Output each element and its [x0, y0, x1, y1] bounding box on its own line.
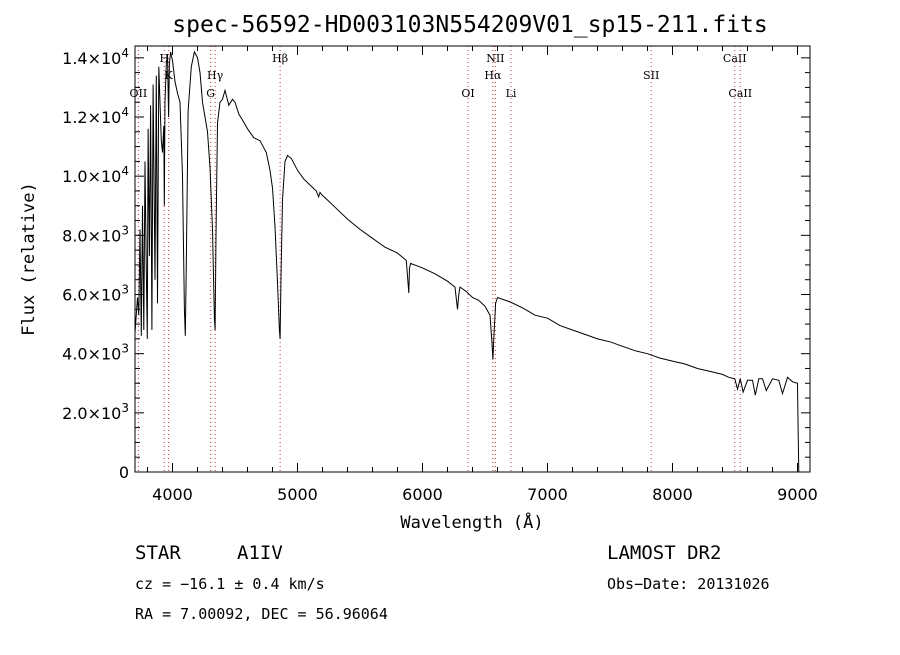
spectral-line-label-5: Hβ — [272, 52, 288, 65]
plot-frame — [134, 45, 811, 473]
y-tick-label-6: 1.2×104 — [62, 105, 129, 127]
spectral-line-label-1: H — [159, 52, 169, 65]
axes: 4000 5000 6000 7000 8000 9000 0 2.0×103 4.0×103 6… — [62, 46, 818, 504]
chart-title: spec-56592-HD003103N554209V01_sp15-211.f… — [172, 12, 767, 38]
redshift-info: cz = −16.1 ± 0.4 km/s — [135, 575, 325, 593]
observation-date: Obs−Date: 20131026 — [607, 575, 770, 593]
spectral-line-label-10: SII — [643, 69, 659, 82]
y-tick-label-5: 1.0×104 — [62, 164, 129, 186]
y-tick-label-1: 2.0×103 — [62, 401, 129, 423]
spectral-line-label-7: NII — [486, 52, 504, 65]
x-tick-label-5: 9000 — [777, 485, 818, 504]
spectral-line-label-4: G — [206, 87, 215, 100]
spectral-line-label-12: CaII — [728, 87, 752, 100]
x-tick-label-3: 7000 — [527, 485, 568, 504]
survey-name: LAMOST DR2 — [607, 542, 721, 564]
x-axis-label: Wavelength (Å) — [400, 511, 543, 533]
spectral-class: A1IV — [237, 542, 283, 564]
spectral-line-label-8: Hα — [484, 69, 502, 82]
y-tick-label-4: 8.0×103 — [62, 223, 129, 245]
spectral-line-label-3: Hγ — [207, 69, 224, 82]
y-tick-label-3: 6.0×103 — [62, 283, 129, 305]
x-tick-label-0: 4000 — [152, 485, 193, 504]
y-tick-label-2: 4.0×103 — [62, 342, 129, 364]
spectral-line-label-9: Li — [506, 87, 517, 100]
spectral-line-label-0: OII — [130, 87, 148, 100]
spectral-line-label-11: CaII — [723, 52, 747, 65]
spectrum-series-line — [134, 50, 800, 473]
y-axis-label: Flux (relative) — [19, 182, 39, 336]
y-tick-label-7: 1.4×104 — [62, 46, 129, 68]
coordinates: RA = 7.00092, DEC = 56.96064 — [135, 605, 388, 623]
x-tick-label-2: 6000 — [402, 485, 443, 504]
x-tick-label-4: 8000 — [652, 485, 693, 504]
spectral-line-label-6: OI — [461, 87, 474, 100]
object-type: STAR — [135, 542, 181, 564]
y-tick-label-0: 0 — [119, 463, 129, 482]
x-tick-label-1: 5000 — [277, 485, 318, 504]
